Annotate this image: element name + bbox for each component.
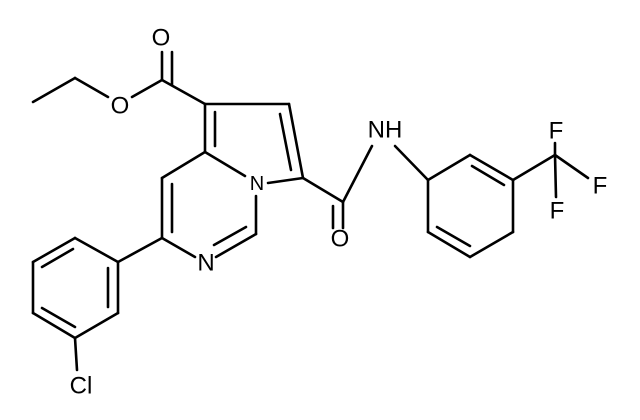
atom-label: O (111, 93, 130, 120)
atom-label: N (197, 250, 214, 277)
atom-label: F (549, 118, 564, 145)
atom-label: Cl (70, 373, 93, 400)
atom-label: NH (368, 117, 403, 144)
atom-label: O (152, 25, 171, 52)
bonds (31, 50, 590, 372)
atom-labels: O O N N NH O F F F Cl (70, 25, 608, 400)
atom-label: F (593, 173, 608, 200)
atom-label: O (331, 226, 350, 253)
atom-label: N (250, 173, 264, 195)
atom-label: F (550, 198, 565, 225)
